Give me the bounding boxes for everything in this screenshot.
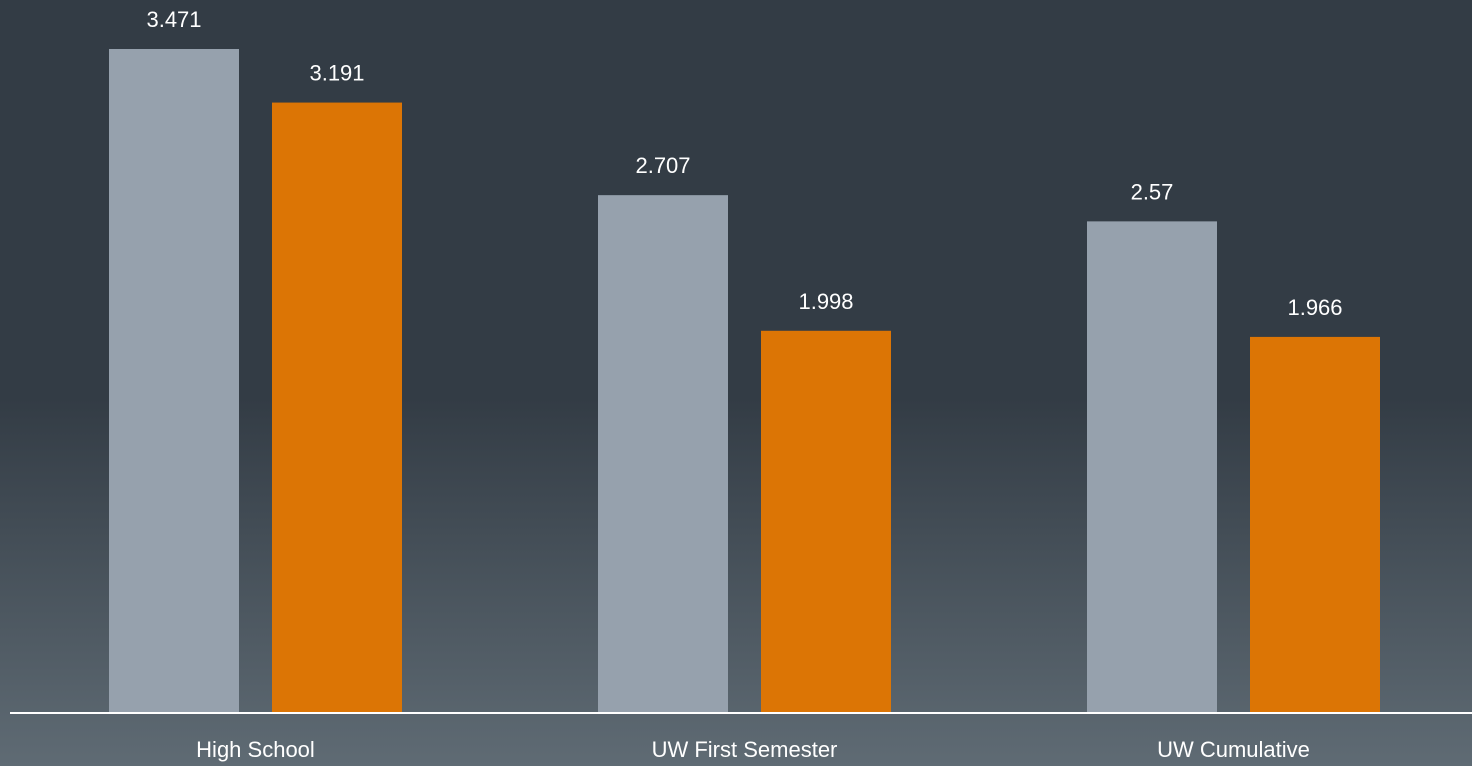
- bars-group: [109, 49, 1380, 713]
- x-tick-label: High School: [196, 737, 315, 762]
- data-label-series-1-2: 2.707: [635, 153, 690, 178]
- bar-series-1-3: [1087, 221, 1217, 713]
- bar-series-2-1: [272, 102, 402, 713]
- data-label-series-2-1: 3.191: [309, 61, 364, 86]
- x-tick-labels-group: High School UW First Semester UW Cumulativ…: [196, 737, 1310, 762]
- x-tick-label: UW First Semester: [652, 737, 838, 762]
- data-label-series-2-2: 1.998: [798, 289, 853, 314]
- bar-series-2-2: [761, 330, 891, 713]
- data-label-series-1-3: 2.57: [1131, 179, 1174, 204]
- bar-series-1-1: [109, 49, 239, 713]
- value-labels-group: 3.471 3.191 2.707 1.998 2.57 1.966: [146, 7, 1342, 320]
- x-tick-label: UW Cumulative: [1157, 737, 1310, 762]
- data-label-series-1-1: 3.471: [146, 7, 201, 32]
- bar-series-2-3: [1250, 336, 1380, 713]
- data-label-series-2-3: 1.966: [1287, 295, 1342, 320]
- bar-series-1-2: [598, 195, 728, 713]
